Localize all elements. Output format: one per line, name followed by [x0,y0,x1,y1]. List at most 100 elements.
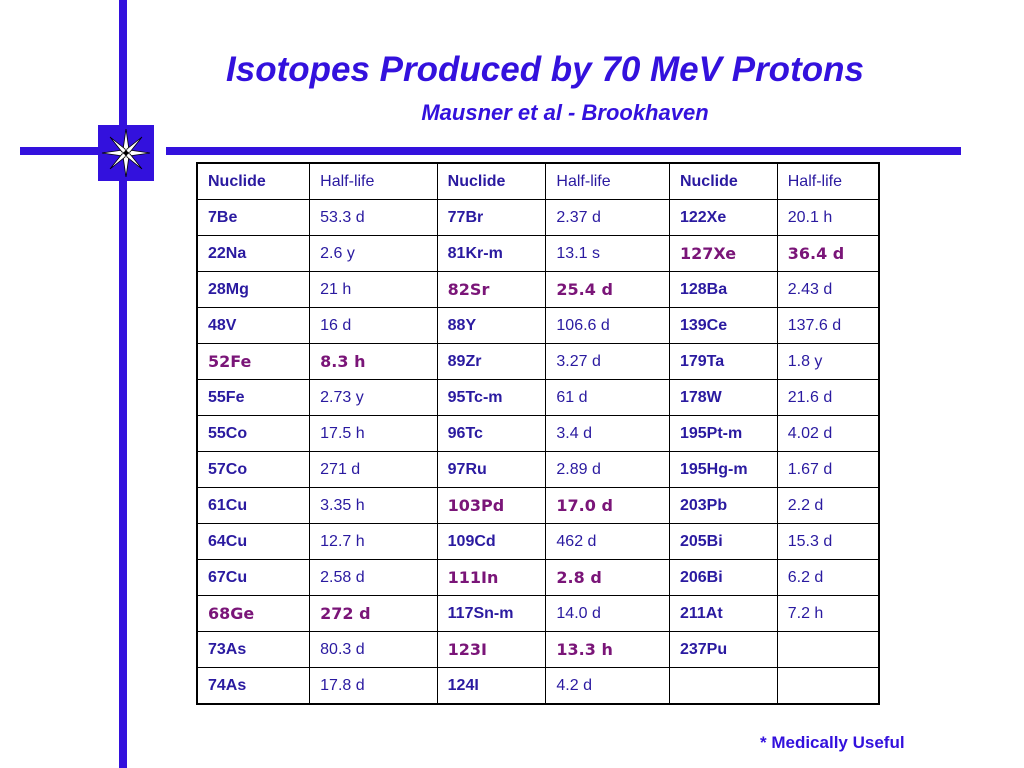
half-life-cell: 17.0 d [545,487,670,524]
nuclide-cell: 211At [668,595,778,632]
nuclide-cell: 28Mg [196,271,311,308]
half-life-cell: 3.35 h [309,487,438,524]
table-row: 7Be 53.3 d 77Br 2.37 d 122Xe 20.1 h [196,199,880,236]
nuclide-cell: 48V [196,307,311,344]
isotope-table: Nuclide Half-life Nuclide Half-life Nucl… [196,162,880,705]
nuclide-cell: 178W [668,379,778,416]
nuclide-cell: 55Fe [196,379,311,416]
table-row: 57Co 271 d 97Ru 2.89 d 195Hg-m 1.67 d [196,451,880,488]
half-life-cell: 80.3 d [309,631,438,668]
column-header-half-life: Half-life [545,162,670,200]
half-life-cell: 2.73 y [309,379,438,416]
page-subtitle: Mausner et al - Brookhaven [421,100,709,125]
vertical-rule [119,0,127,768]
half-life-cell: 36.4 d [776,235,880,272]
nuclide-cell: 124I [436,667,547,705]
half-life-cell: 12.7 h [309,523,438,560]
nuclide-cell: 55Co [196,415,311,452]
half-life-cell: 8.3 h [309,343,438,380]
table-row: 67Cu 2.58 d 111In 2.8 d 206Bi 6.2 d [196,559,880,596]
table-row: 68Ge 272 d 117Sn-m 14.0 d 211At 7.2 h [196,595,880,632]
column-header-half-life: Half-life [309,162,438,200]
half-life-cell: 2.89 d [545,451,670,488]
column-header-nuclide: Nuclide [668,162,778,200]
half-life-cell: 2.58 d [309,559,438,596]
column-header-nuclide: Nuclide [196,162,311,200]
nuclide-cell: 67Cu [196,559,311,596]
page-title: Isotopes Produced by 70 MeV Protons [226,50,864,89]
table-row: 74As 17.8 d 124I 4.2 d [196,667,880,705]
nuclide-cell: 103Pd [436,487,547,524]
nuclide-cell: 77Br [436,199,547,236]
nuclide-cell: 123I [436,631,547,668]
half-life-cell: 21.6 d [776,379,880,416]
nuclide-cell: 117Sn-m [436,595,547,632]
half-life-cell: 1.8 y [776,343,880,380]
nuclide-cell: 195Pt-m [668,415,778,452]
table-row: 73As 80.3 d 123I 13.3 h 237Pu [196,631,880,668]
nuclide-cell: 52Fe [196,343,311,380]
nuclide-cell [668,667,778,705]
table-row: 61Cu 3.35 h 103Pd 17.0 d 203Pb 2.2 d [196,487,880,524]
table-row: 64Cu 12.7 h 109Cd 462 d 205Bi 15.3 d [196,523,880,560]
nuclide-cell: 109Cd [436,523,547,560]
nuclide-cell: 128Ba [668,271,778,308]
half-life-cell: 272 d [309,595,438,632]
table-row: 22Na 2.6 y 81Kr-m 13.1 s 127Xe 36.4 d [196,235,880,272]
table-row: 55Co 17.5 h 96Tc 3.4 d 195Pt-m 4.02 d [196,415,880,452]
half-life-cell: 3.4 d [545,415,670,452]
footnote: * Medically Useful [760,733,905,752]
half-life-cell: 25.4 d [545,271,670,308]
nuclide-cell: 68Ge [196,595,311,632]
half-life-cell: 16 d [309,307,438,344]
half-life-cell [776,667,880,705]
half-life-cell: 271 d [309,451,438,488]
table-header-row: Nuclide Half-life Nuclide Half-life Nucl… [196,162,880,200]
half-life-cell: 137.6 d [776,307,880,344]
half-life-cell: 13.3 h [545,631,670,668]
half-life-cell: 17.8 d [309,667,438,705]
nuclide-cell: 81Kr-m [436,235,547,272]
nuclide-cell: 127Xe [668,235,778,272]
horizontal-rule-right [166,147,961,155]
nuclide-cell: 195Hg-m [668,451,778,488]
nuclide-cell: 7Be [196,199,311,236]
horizontal-rule-left [20,147,98,155]
half-life-cell: 1.67 d [776,451,880,488]
half-life-cell: 14.0 d [545,595,670,632]
nuclide-cell: 74As [196,667,311,705]
half-life-cell: 2.8 d [545,559,670,596]
half-life-cell [776,631,880,668]
nuclide-cell: 89Zr [436,343,547,380]
half-life-cell: 13.1 s [545,235,670,272]
half-life-cell: 15.3 d [776,523,880,560]
nuclide-cell: 97Ru [436,451,547,488]
half-life-cell: 2.37 d [545,199,670,236]
nuclide-cell: 61Cu [196,487,311,524]
nuclide-cell: 73As [196,631,311,668]
half-life-cell: 106.6 d [545,307,670,344]
compass-star-icon [98,125,154,181]
nuclide-cell: 203Pb [668,487,778,524]
half-life-cell: 2.6 y [309,235,438,272]
half-life-cell: 53.3 d [309,199,438,236]
nuclide-cell: 64Cu [196,523,311,560]
nuclide-cell: 88Y [436,307,547,344]
half-life-cell: 20.1 h [776,199,880,236]
column-header-nuclide: Nuclide [436,162,547,200]
half-life-cell: 7.2 h [776,595,880,632]
nuclide-cell: 139Ce [668,307,778,344]
column-header-half-life: Half-life [776,162,880,200]
nuclide-cell: 111In [436,559,547,596]
half-life-cell: 2.43 d [776,271,880,308]
half-life-cell: 61 d [545,379,670,416]
nuclide-cell: 96Tc [436,415,547,452]
table-row: 52Fe 8.3 h 89Zr 3.27 d 179Ta 1.8 y [196,343,880,380]
nuclide-cell: 57Co [196,451,311,488]
half-life-cell: 3.27 d [545,343,670,380]
nuclide-cell: 237Pu [668,631,778,668]
half-life-cell: 6.2 d [776,559,880,596]
half-life-cell: 4.02 d [776,415,880,452]
nuclide-cell: 122Xe [668,199,778,236]
half-life-cell: 4.2 d [545,667,670,705]
